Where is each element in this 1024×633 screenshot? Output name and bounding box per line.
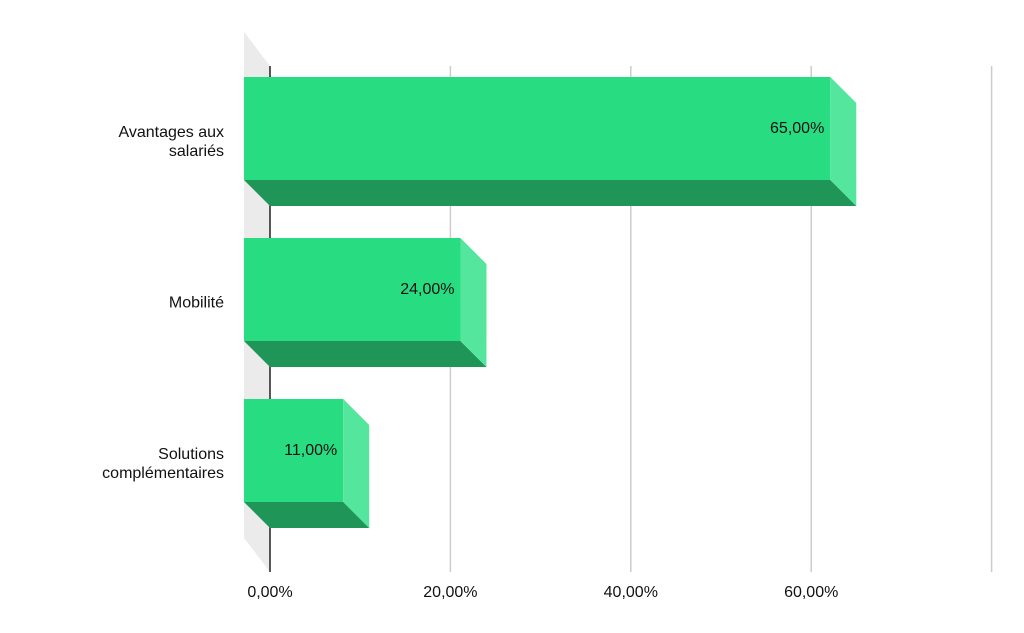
- bar-bottom-face: [244, 180, 857, 206]
- category-label: Avantages aux salariés: [118, 124, 224, 160]
- bar-value-label: 11,00%: [284, 442, 337, 459]
- category-label-line: Solutions: [158, 446, 224, 463]
- bar-front-face: [244, 238, 461, 341]
- bars: [244, 77, 857, 528]
- category-label-line: complémentaires: [102, 465, 224, 482]
- bar-bottom-face: [244, 502, 370, 528]
- bar-value-label: 24,00%: [400, 281, 454, 298]
- bar: [244, 77, 857, 206]
- category-label: Mobilité: [169, 295, 224, 312]
- bar: [244, 238, 487, 367]
- category-label: Solutions complémentaires: [102, 446, 224, 482]
- bar-value-label: 65,00%: [770, 120, 824, 137]
- category-label-line: Avantages aux: [118, 124, 224, 141]
- bar-front-face: [244, 399, 344, 502]
- bar: [244, 399, 370, 528]
- category-label-line: salariés: [169, 143, 224, 160]
- x-tick-label: 40,00%: [604, 584, 658, 601]
- bar-front-face: [244, 77, 831, 180]
- labels: 0,00% 20,00% 40,00% 60,00% 65,00% Avantages a…: [102, 120, 838, 601]
- bar-bottom-face: [244, 341, 487, 367]
- category-label-line: Mobilité: [169, 295, 224, 312]
- bar-side-face: [460, 238, 487, 367]
- bar-side-face: [343, 399, 370, 528]
- bar-side-face: [830, 77, 857, 206]
- x-tick-label: 0,00%: [247, 584, 292, 601]
- x-tick-label: 60,00%: [784, 584, 838, 601]
- x-tick-label: 20,00%: [423, 584, 477, 601]
